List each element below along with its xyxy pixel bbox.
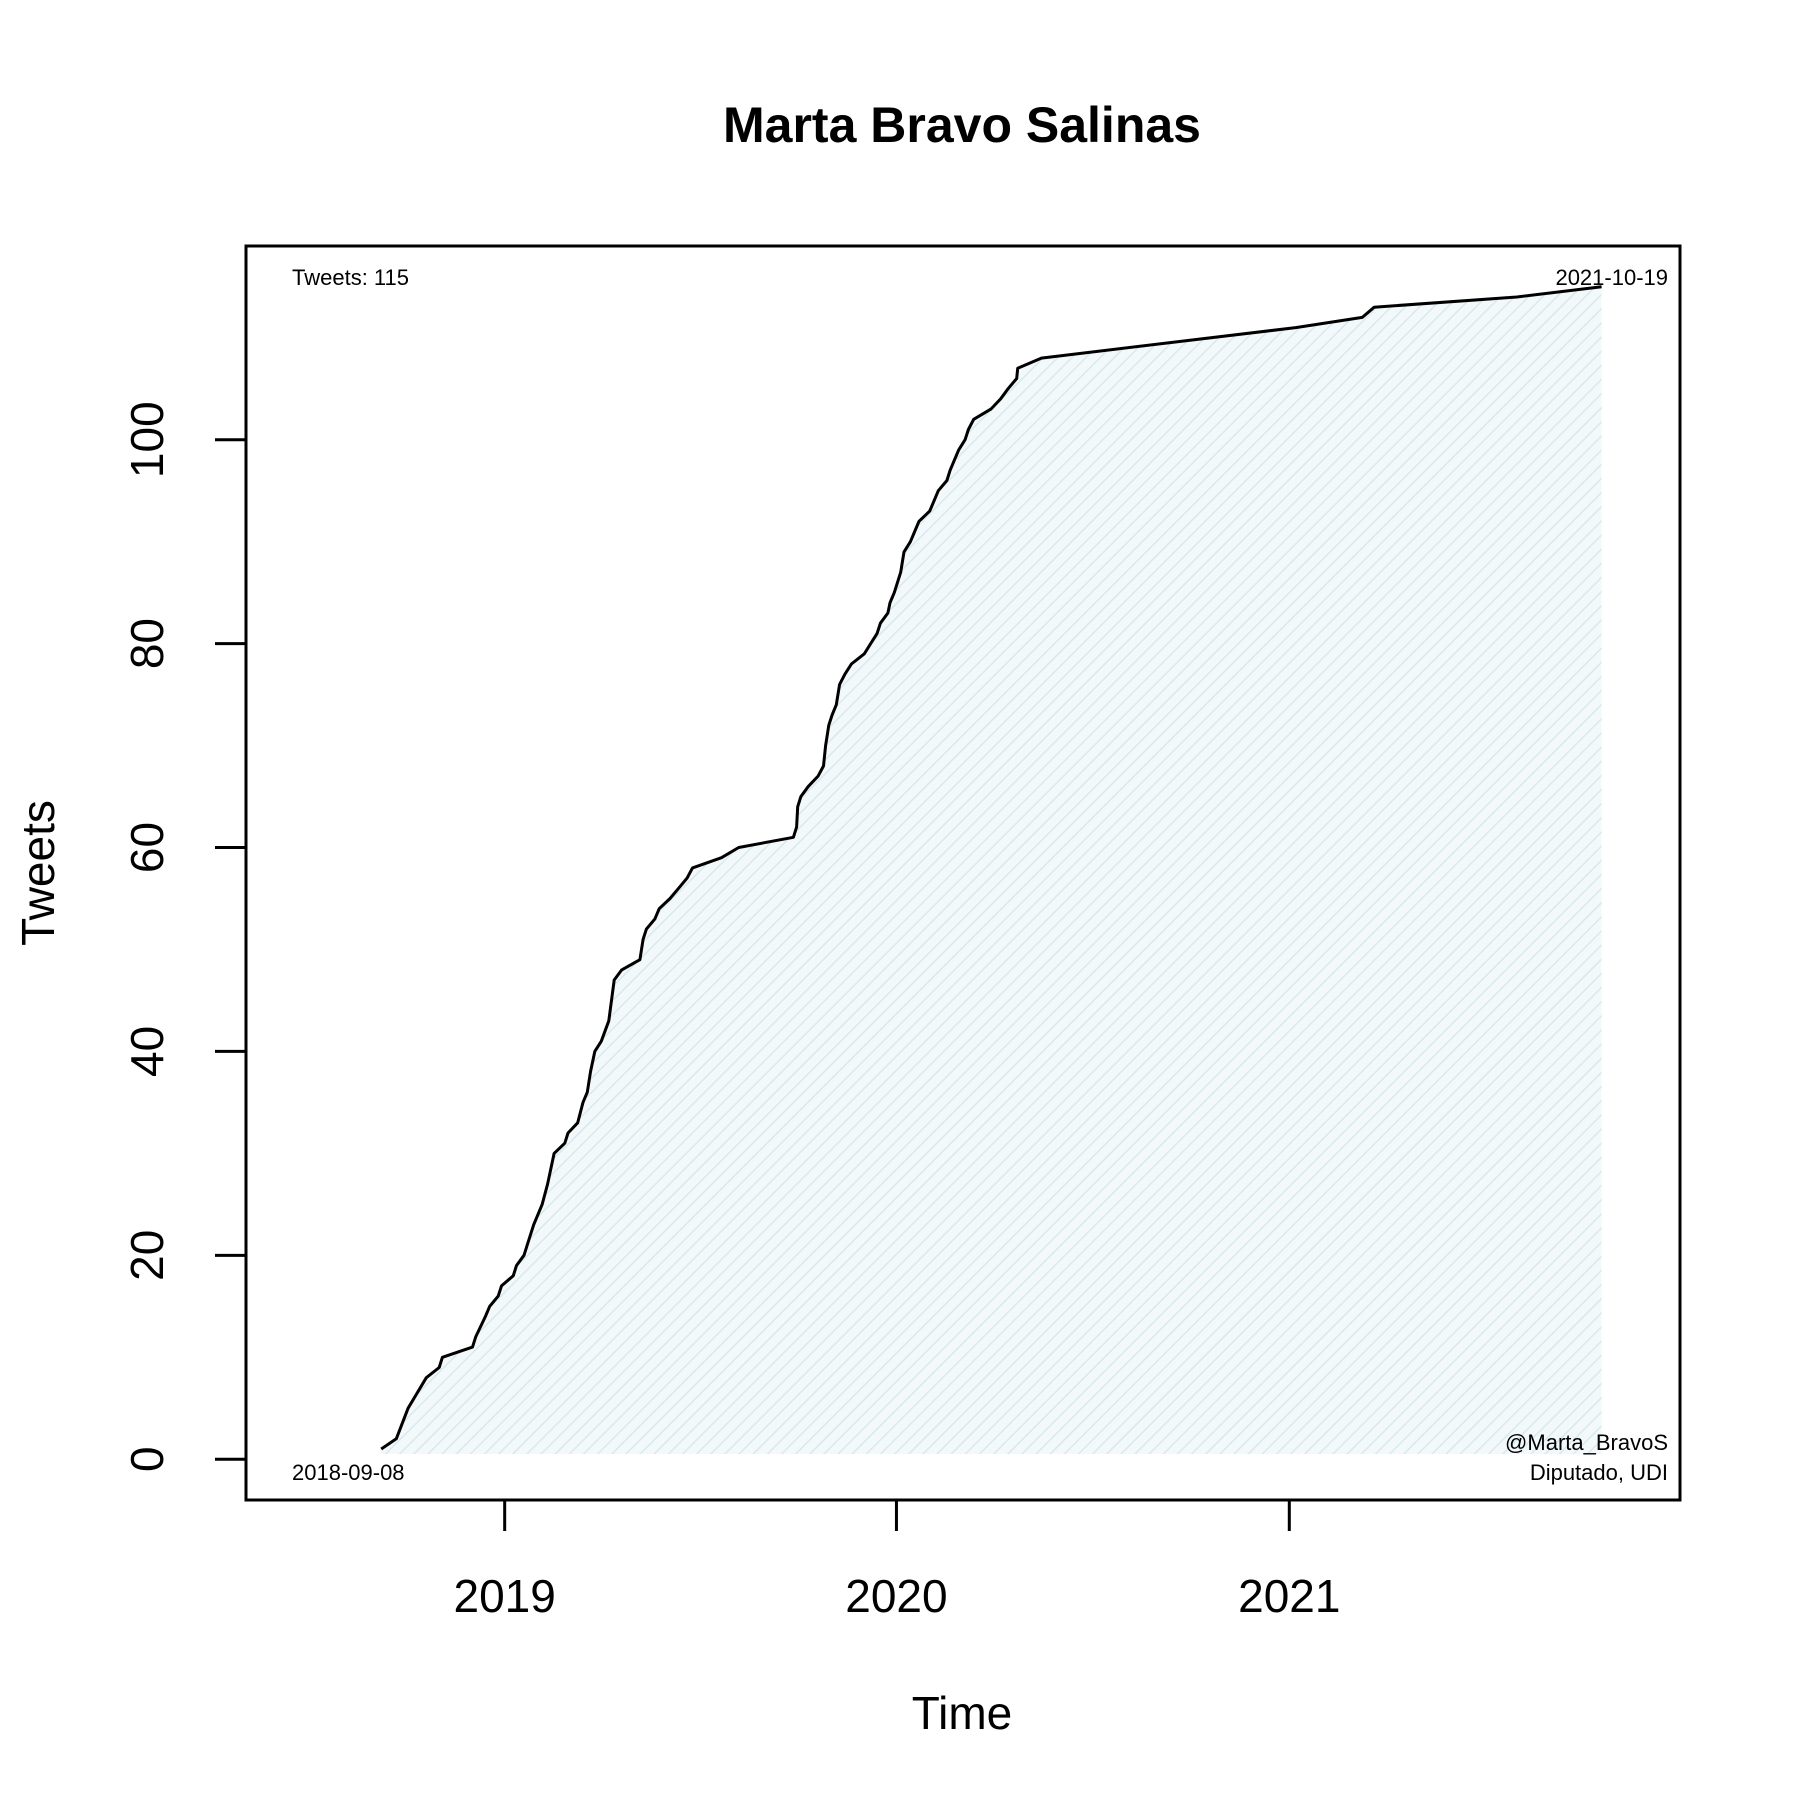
y-axis-label: Tweets [12,800,64,946]
y-tick-label-20: 20 [121,1230,173,1281]
end-date-annotation: 2021-10-19 [1555,265,1668,290]
series-line [380,285,1602,1451]
handle-annotation: @Marta_BravoS [1505,1430,1668,1455]
y-tick-label-80: 80 [121,618,173,669]
y-axis: 0 20 40 60 80 100 [121,401,246,1472]
y-tick-label-40: 40 [121,1026,173,1077]
x-tick-label-2020: 2020 [845,1570,947,1622]
plot-frame [244,244,1682,1502]
tweet-count-annotation: Tweets: 115 [292,265,409,290]
affiliation-annotation: Diputado, UDI [1530,1460,1668,1485]
chart-title: Marta Bravo Salinas [723,97,1201,153]
y-tick-label-100: 100 [121,401,173,478]
x-axis-label: Time [912,1687,1013,1739]
x-axis: 2019 2020 2021 [454,1500,1340,1622]
y-tick-label-0: 0 [121,1446,173,1472]
y-tick-label-60: 60 [121,822,173,873]
x-tick-label-2019: 2019 [454,1570,556,1622]
area-fill [381,286,1602,1454]
start-date-annotation: 2018-09-08 [292,1460,405,1485]
x-tick-label-2021: 2021 [1238,1570,1340,1622]
